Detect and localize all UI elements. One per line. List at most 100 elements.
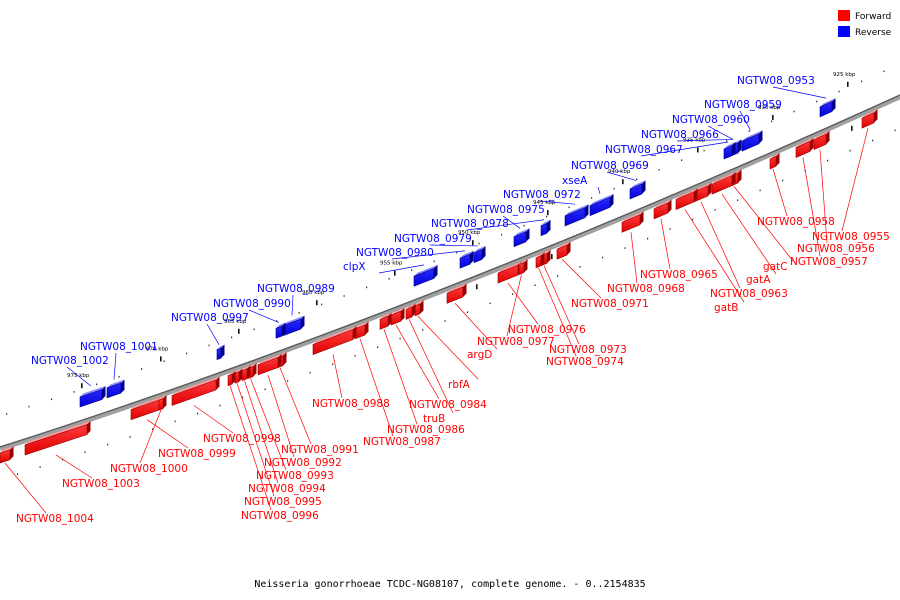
gene-label-ngtw08-0955[interactable]: NGTW08_0955 bbox=[812, 231, 890, 243]
gene-label-ngtw08-0992[interactable]: NGTW08_0992 bbox=[264, 457, 342, 469]
gene-label-trub[interactable]: truB bbox=[423, 413, 445, 425]
gene-label-ngtw08-0953[interactable]: NGTW08_0953 bbox=[737, 75, 815, 87]
gene-label-ngtw08-0994[interactable]: NGTW08_0994 bbox=[248, 483, 326, 495]
gene-block-ngtw08-0956[interactable] bbox=[813, 130, 830, 151]
gene-label-ngtw08-0978[interactable]: NGTW08_0978 bbox=[431, 218, 509, 230]
gene-block-argd[interactable] bbox=[446, 283, 467, 304]
gene-label-ngtw08-0979[interactable]: NGTW08_0979 bbox=[394, 233, 472, 245]
leader-ngtw08-0986 bbox=[383, 329, 418, 425]
gene-label-ngtw08-1001[interactable]: NGTW08_1001 bbox=[80, 341, 158, 353]
gene-block-ngtw08-0988[interactable] bbox=[312, 326, 357, 356]
gene-label-ngtw08-1004[interactable]: NGTW08_1004 bbox=[16, 513, 94, 525]
gene-block-ngtw08-0967[interactable] bbox=[723, 142, 736, 160]
gene-label-ngtw08-0975[interactable]: NGTW08_0975 bbox=[467, 204, 545, 216]
gene-label-gatc[interactable]: gatC bbox=[763, 261, 788, 273]
gene-block-ngtw08-0955[interactable] bbox=[861, 109, 878, 129]
gene-label-ngtw08-1002[interactable]: NGTW08_1002 bbox=[31, 355, 109, 367]
gene-block-ngtw08-1003[interactable] bbox=[24, 421, 91, 456]
gene-label-ngtw08-0959[interactable]: NGTW08_0959 bbox=[704, 99, 782, 111]
gene-block-ngtw08-1001[interactable] bbox=[106, 379, 125, 399]
gene-block-trub[interactable] bbox=[405, 303, 416, 320]
gene-block-ngtw08-0975[interactable] bbox=[513, 228, 530, 248]
gene-block-ngtw08-1002[interactable] bbox=[79, 386, 106, 408]
gene-label-ngtw08-0956[interactable]: NGTW08_0956 bbox=[797, 243, 875, 255]
gene-label-ngtw08-0973[interactable]: NGTW08_0973 bbox=[549, 344, 627, 356]
gene-block-gata[interactable] bbox=[711, 172, 736, 195]
gene-block-ngtw08-0977[interactable] bbox=[518, 259, 528, 276]
gene-label-ngtw08-0995[interactable]: NGTW08_0995 bbox=[244, 496, 322, 508]
gene-block-ngtw08-1004[interactable] bbox=[0, 446, 14, 464]
gene-label-ngtw08-0974[interactable]: NGTW08_0974 bbox=[546, 356, 624, 368]
gene-label-ngtw08-0967[interactable]: NGTW08_0967 bbox=[605, 144, 683, 156]
gene-label-clpx[interactable]: clpX bbox=[343, 261, 366, 273]
gene-label-ngtw08-0966[interactable]: NGTW08_0966 bbox=[641, 129, 719, 141]
gene-block-ngtw08-0984[interactable] bbox=[390, 307, 405, 326]
gene-label-ngtw08-0972[interactable]: NGTW08_0972 bbox=[503, 189, 581, 201]
gene-block-ngtw08-0978[interactable] bbox=[540, 219, 551, 237]
gene-block-ngtw08-0974[interactable] bbox=[535, 252, 545, 269]
gene-label-ngtw08-0990[interactable]: NGTW08_0990 bbox=[213, 298, 291, 310]
gene-label-xsea[interactable]: xseA bbox=[562, 175, 588, 187]
gene-label-ngtw08-0996[interactable]: NGTW08_0996 bbox=[241, 510, 319, 522]
gene-block-ngtw08-0986[interactable] bbox=[379, 312, 392, 330]
gene-label-ngtw08-0997[interactable]: NGTW08_0997 bbox=[171, 312, 249, 324]
gene-block-ngtw08-0972[interactable] bbox=[564, 204, 589, 227]
gene-label-ngtw08-0977[interactable]: NGTW08_0977 bbox=[477, 336, 555, 348]
gene-label-ngtw08-0957[interactable]: NGTW08_0957 bbox=[790, 256, 868, 268]
gene-label-rbfa[interactable]: rbfA bbox=[448, 379, 471, 391]
gene-label-ngtw08-0987[interactable]: NGTW08_0987 bbox=[363, 436, 441, 448]
gene-block-ngtw08-0957[interactable] bbox=[795, 137, 814, 159]
gene-label-ngtw08-0969[interactable]: NGTW08_0969 bbox=[571, 160, 649, 172]
gene-label-ngtw08-0960[interactable]: NGTW08_0960 bbox=[672, 114, 750, 126]
gene-block-ngtw08-0992[interactable] bbox=[257, 354, 282, 376]
gene-block-ngtw08-0989[interactable] bbox=[282, 315, 305, 337]
gene-block-ngtw08-0996[interactable] bbox=[227, 370, 236, 387]
gene-block-ngtw08-0959[interactable] bbox=[741, 130, 763, 152]
gene-label-ngtw08-0963[interactable]: NGTW08_0963 bbox=[710, 288, 788, 300]
gene-label-ngtw08-0965[interactable]: NGTW08_0965 bbox=[640, 269, 718, 281]
gene-block-ngtw08-0990[interactable] bbox=[275, 322, 286, 339]
gene-label-gata[interactable]: gatA bbox=[746, 274, 771, 286]
gene-block-ngtw08-0953[interactable] bbox=[819, 98, 836, 118]
gene-block-ngtw08-0987[interactable] bbox=[354, 321, 369, 340]
gene-label-argd[interactable]: argD bbox=[467, 349, 492, 361]
gene-label-ngtw08-1000[interactable]: NGTW08_1000 bbox=[110, 463, 188, 475]
gene-label-ngtw08-0999[interactable]: NGTW08_0999 bbox=[158, 448, 236, 460]
gene-block-rbfa[interactable] bbox=[414, 300, 424, 317]
gene-label-ngtw08-0968[interactable]: NGTW08_0968 bbox=[607, 283, 685, 295]
leader-ngtw08-0978 bbox=[466, 219, 545, 231]
leader-ngtw08-0958 bbox=[772, 168, 788, 217]
leader-ngtw08-0971 bbox=[561, 258, 602, 299]
gene-block-ngtw08-0965[interactable] bbox=[653, 199, 672, 220]
gene-label-ngtw08-0991[interactable]: NGTW08_0991 bbox=[281, 444, 359, 456]
gene-block-ngtw08-0958[interactable] bbox=[769, 152, 780, 170]
gene-block-xsea[interactable] bbox=[589, 193, 614, 217]
gene-label-ngtw08-0976[interactable]: NGTW08_0976 bbox=[508, 324, 586, 336]
gene-label-ngtw08-0989[interactable]: NGTW08_0989 bbox=[257, 283, 335, 295]
gene-block-ngtw08-0995[interactable] bbox=[234, 368, 243, 384]
gene-block-ngtw08-0980[interactable] bbox=[459, 250, 474, 269]
gene-block-ngtw08-0994[interactable] bbox=[241, 365, 251, 382]
gene-block-ngtw08-0968[interactable] bbox=[621, 211, 644, 233]
gene-block-ngtw08-0998[interactable] bbox=[171, 376, 220, 406]
gene-label-ngtw08-0984[interactable]: NGTW08_0984 bbox=[409, 399, 487, 411]
gene-block-ngtw08-1000[interactable] bbox=[158, 395, 167, 411]
gene-block-ngtw08-0997[interactable] bbox=[216, 344, 225, 361]
leader-ngtw08-0996 bbox=[229, 385, 272, 511]
gene-label-ngtw08-0971[interactable]: NGTW08_0971 bbox=[571, 298, 649, 310]
gene-block-gatb[interactable] bbox=[675, 188, 698, 211]
gene-label-ngtw08-0958[interactable]: NGTW08_0958 bbox=[757, 216, 835, 228]
gene-labels: NGTW08_0953 NGTW08_0959 NGTW08_0960 NGTW08_… bbox=[16, 75, 890, 525]
gene-block-ngtw08-0969[interactable] bbox=[629, 180, 646, 200]
gene-label-ngtw08-0993[interactable]: NGTW08_0993 bbox=[256, 470, 334, 482]
gene-block-ngtw08-0971[interactable] bbox=[556, 241, 571, 260]
gene-label-ngtw08-0980[interactable]: NGTW08_0980 bbox=[356, 247, 434, 259]
gene-block-clpx[interactable] bbox=[413, 264, 438, 287]
gene-label-ngtw08-0986[interactable]: NGTW08_0986 bbox=[387, 424, 465, 436]
gene-block-ngtw08-0979[interactable] bbox=[473, 245, 486, 264]
gene-label-gatb[interactable]: gatB bbox=[714, 302, 738, 314]
gene-label-ngtw08-1003[interactable]: NGTW08_1003 bbox=[62, 478, 140, 490]
leader-ngtw08-0979 bbox=[429, 244, 479, 247]
gene-label-ngtw08-0988[interactable]: NGTW08_0988 bbox=[312, 398, 390, 410]
gene-label-ngtw08-0998[interactable]: NGTW08_0998 bbox=[203, 433, 281, 445]
